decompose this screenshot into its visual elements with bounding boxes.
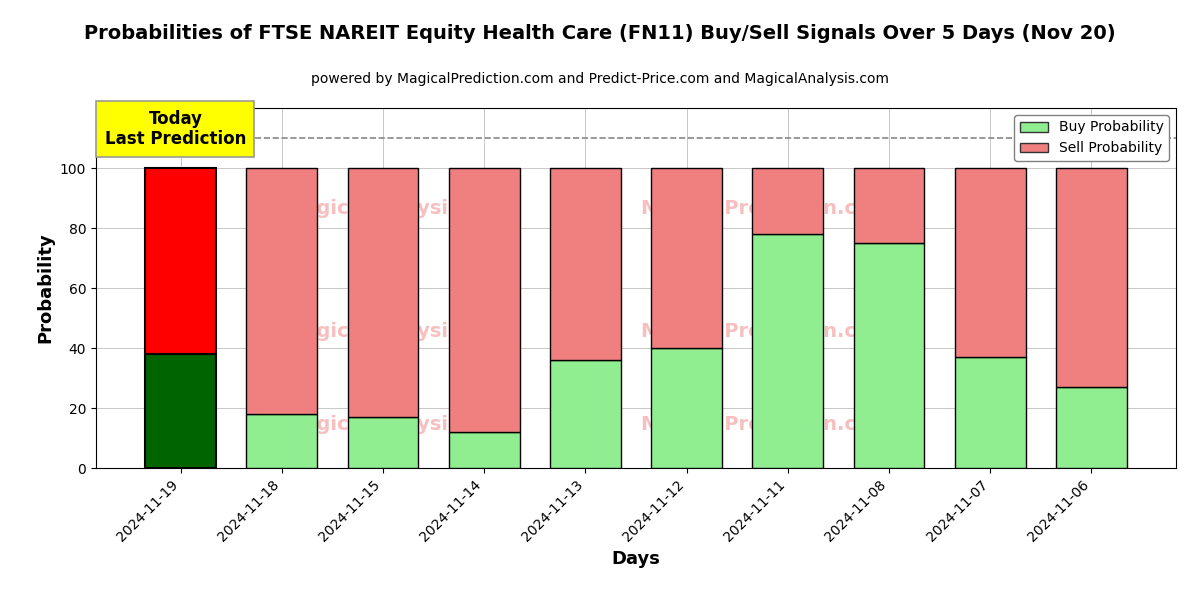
Bar <box>1056 168 1127 387</box>
X-axis label: Days: Days <box>612 550 660 568</box>
Bar <box>955 357 1026 468</box>
Text: MagicalAnalysis.com: MagicalAnalysis.com <box>284 199 512 218</box>
Bar <box>1056 387 1127 468</box>
Legend: Buy Probability, Sell Probability: Buy Probability, Sell Probability <box>1014 115 1169 161</box>
Bar <box>246 168 317 414</box>
Bar <box>449 168 520 432</box>
Text: Probabilities of FTSE NAREIT Equity Health Care (FN11) Buy/Sell Signals Over 5 D: Probabilities of FTSE NAREIT Equity Heal… <box>84 24 1116 43</box>
Bar <box>955 168 1026 357</box>
Bar <box>752 234 823 468</box>
Y-axis label: Probability: Probability <box>36 233 54 343</box>
Bar <box>652 348 722 468</box>
Text: MagicalPrediction.com: MagicalPrediction.com <box>641 322 890 341</box>
Bar <box>853 168 924 243</box>
Bar <box>145 354 216 468</box>
Bar <box>752 168 823 234</box>
Bar <box>449 432 520 468</box>
Bar <box>550 168 620 360</box>
Text: MagicalPrediction.com: MagicalPrediction.com <box>641 415 890 434</box>
Bar <box>348 417 419 468</box>
Text: MagicalAnalysis.com: MagicalAnalysis.com <box>284 415 512 434</box>
Bar <box>246 414 317 468</box>
Text: MagicalAnalysis.com: MagicalAnalysis.com <box>284 322 512 341</box>
Text: MagicalPrediction.com: MagicalPrediction.com <box>641 199 890 218</box>
Bar <box>652 168 722 348</box>
Bar <box>550 360 620 468</box>
Bar <box>348 168 419 417</box>
Bar <box>853 243 924 468</box>
Bar <box>145 168 216 354</box>
Text: powered by MagicalPrediction.com and Predict-Price.com and MagicalAnalysis.com: powered by MagicalPrediction.com and Pre… <box>311 72 889 86</box>
Text: Today
Last Prediction: Today Last Prediction <box>104 110 246 148</box>
